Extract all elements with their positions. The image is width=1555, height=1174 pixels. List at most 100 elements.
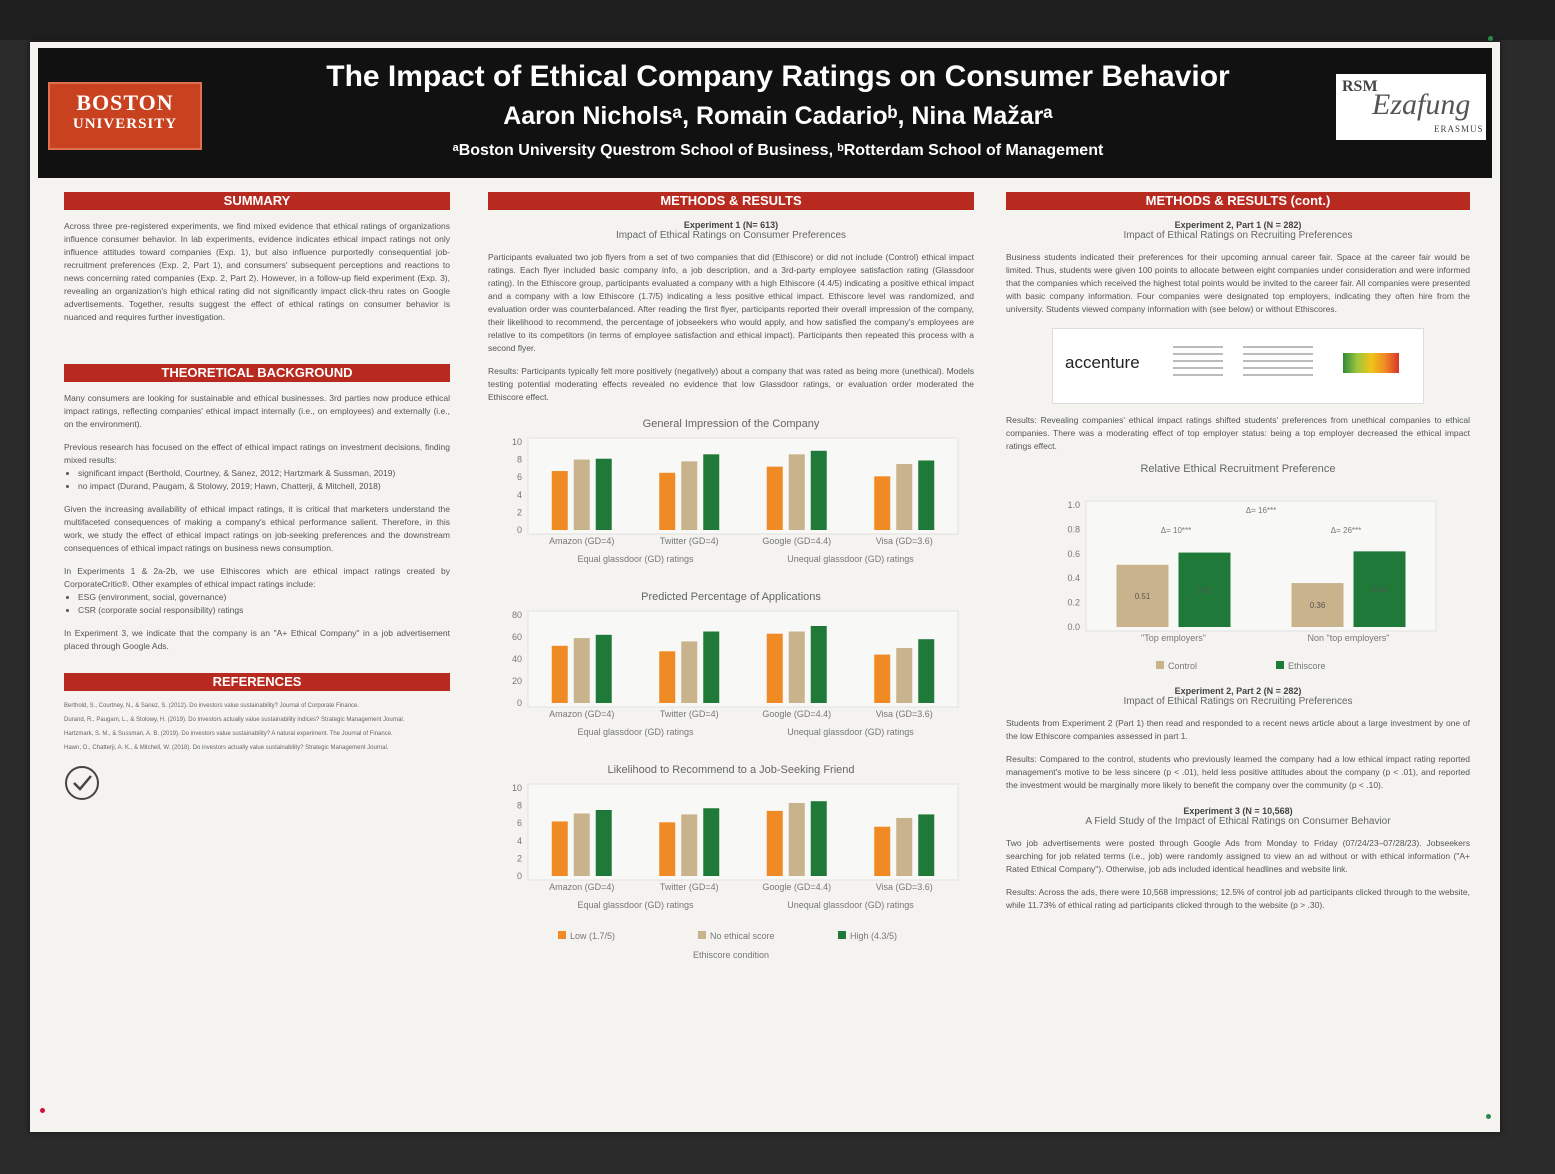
bar xyxy=(810,450,827,530)
theory-p2: Previous research has focused on the eff… xyxy=(64,442,450,465)
bar xyxy=(918,460,935,530)
group-label: Unequal glassdoor (GD) ratings xyxy=(787,900,914,910)
bar xyxy=(788,454,805,530)
pushpin-icon xyxy=(40,1108,45,1113)
annotation: Δ= 26*** xyxy=(1331,526,1361,535)
bar xyxy=(810,626,827,703)
y-tick-label: 6 xyxy=(517,818,522,828)
theory-p3: Given the increasing availability of eth… xyxy=(64,504,450,553)
bar xyxy=(874,826,891,876)
x-tick-label: Google (GD=4.4) xyxy=(762,709,831,719)
bar xyxy=(551,821,568,876)
bar xyxy=(788,802,805,876)
bar xyxy=(1291,583,1344,627)
y-tick-label: 1.0 xyxy=(1067,500,1080,510)
plot-area xyxy=(527,783,959,881)
rsm-erasmus-logo: RSM Ezafung ERASMUS xyxy=(1336,74,1486,140)
bar xyxy=(595,810,612,876)
x-tick-label: Visa (GD=3.6) xyxy=(876,882,933,892)
list-item: no impact (Durand, Paugam, & Stolowy, 20… xyxy=(78,480,450,493)
chart-1-title: General Impression of the Company xyxy=(642,418,820,430)
bar xyxy=(659,651,676,703)
theory-heading: THEORETICAL BACKGROUND xyxy=(64,364,450,382)
exp1-subtitle: Impact of Ethical Ratings on Consumer Pr… xyxy=(615,230,847,241)
x-tick-label: Amazon (GD=4) xyxy=(549,882,614,892)
exp3-results: Results: Across the ads, there were 10,5… xyxy=(1006,887,1470,910)
exp3-subtitle: A Field Study of the Impact of Ethical R… xyxy=(1085,816,1391,827)
methods-heading: METHODS & RESULTS xyxy=(488,192,974,210)
group-label: Unequal glassdoor (GD) ratings xyxy=(787,727,914,737)
data-label: 0.51 xyxy=(1135,592,1151,601)
x-tick-label: Twitter (GD=4) xyxy=(660,536,719,546)
y-tick-label: 0 xyxy=(517,525,522,535)
exp2-text: Business students indicated their prefer… xyxy=(1006,252,1470,314)
chart-2-title: Predicted Percentage of Applications xyxy=(641,591,821,603)
company-flyer-example: accenture xyxy=(1052,328,1424,404)
y-tick-label: 0.8 xyxy=(1067,524,1080,534)
bar xyxy=(595,458,612,530)
logo-line-1: BOSTON xyxy=(76,90,174,115)
y-tick-label: 8 xyxy=(517,801,522,811)
ethiscore-gauge-icon xyxy=(1343,353,1399,373)
exp1-results: Results: Participants typically felt mor… xyxy=(488,366,974,402)
chart-3-title: Likelihood to Recommend to a Job-Seeking… xyxy=(607,764,855,776)
exp3-title: Experiment 3 (N = 10,568) xyxy=(1183,806,1293,816)
list-item: ESG (environment, social, governance) xyxy=(78,591,450,604)
y-tick-label: 0 xyxy=(517,698,522,708)
y-tick-label: 10 xyxy=(512,783,522,793)
bar xyxy=(1178,552,1231,627)
plot-area xyxy=(527,437,959,535)
bar xyxy=(681,641,698,703)
legend-label: High (4.3/5) xyxy=(850,931,897,941)
exp2b-results: Results: Compared to the control, studen… xyxy=(1006,754,1470,790)
middle-column: METHODS & RESULTS Experiment 1 (N= 613) … xyxy=(488,192,974,981)
y-tick-label: 20 xyxy=(512,676,522,686)
group-label: Equal glassdoor (GD) ratings xyxy=(577,727,694,737)
legend-swatch xyxy=(1276,661,1284,669)
y-tick-label: 8 xyxy=(517,455,522,465)
poster-affiliations: ᵃBoston University Questrom School of Bu… xyxy=(452,142,1104,159)
y-tick-label: 40 xyxy=(512,654,522,664)
chart-4-title: Relative Ethical Recruitment Preference xyxy=(1140,463,1336,475)
poster: BOSTON UNIVERSITY The Impact of Ethical … xyxy=(30,36,1500,1132)
summary-text: Across three pre-registered experiments,… xyxy=(64,221,450,322)
summary-heading: SUMMARY xyxy=(64,192,450,210)
bar xyxy=(703,808,720,876)
methods-cont-heading: METHODS & RESULTS (cont.) xyxy=(1006,192,1470,210)
legend-label: Low (1.7/5) xyxy=(570,931,615,941)
bar xyxy=(573,459,590,530)
poster-header: BOSTON UNIVERSITY The Impact of Ethical … xyxy=(38,48,1492,178)
y-tick-label: 4 xyxy=(517,836,522,846)
bar xyxy=(703,454,720,530)
x-tick-label: Visa (GD=3.6) xyxy=(876,536,933,546)
chart-predicted-applications: 0 20 40 60 80 Amazon (GD=4) Twitter (GD=4) Goog… xyxy=(512,610,959,737)
x-tick-label: Google (GD=4.4) xyxy=(762,882,831,892)
reference-item: Hawn, O., Chatterji, A. K., & Mitchell, … xyxy=(64,745,389,751)
x-tick-label: Amazon (GD=4) xyxy=(549,536,614,546)
y-tick-label: 0 xyxy=(517,871,522,881)
exp2b-subtitle: Impact of Ethical Ratings on Recruiting … xyxy=(1123,696,1353,707)
wall-background xyxy=(0,0,1555,40)
legend-title: Ethiscore condition xyxy=(693,950,769,960)
bar xyxy=(681,814,698,876)
bar xyxy=(551,471,568,530)
bar xyxy=(573,813,590,876)
bar xyxy=(766,810,783,876)
bar xyxy=(703,631,720,703)
x-tick-label: Google (GD=4.4) xyxy=(762,536,831,546)
reference-item: Hartzmark, S. M., & Sussman, A. B. (2019… xyxy=(64,731,393,737)
group-label: Unequal glassdoor (GD) ratings xyxy=(787,554,914,564)
exp2-title: Experiment 2, Part 1 (N = 282) xyxy=(1174,220,1302,230)
left-column: SUMMARY Across three pre-registered expe… xyxy=(64,192,450,808)
y-tick-label: 6 xyxy=(517,472,522,482)
chart-relative-recruitment: 0.0 0.2 0.4 0.6 0.8 1.0 0.51 0.61 "Top employers… xyxy=(1067,500,1437,671)
exp1-text: Participants evaluated two job flyers fr… xyxy=(488,252,974,353)
rsm-sub: ERASMUS xyxy=(1434,124,1484,134)
bar xyxy=(810,801,827,876)
bar xyxy=(896,648,913,703)
x-tick-label: Amazon (GD=4) xyxy=(549,709,614,719)
x-tick-label: Visa (GD=3.6) xyxy=(876,709,933,719)
annotation: Δ= 10*** xyxy=(1161,526,1191,535)
bar xyxy=(874,476,891,530)
reference-item: Berthold, S., Courtney, N., & Sanez, S. … xyxy=(64,703,360,709)
